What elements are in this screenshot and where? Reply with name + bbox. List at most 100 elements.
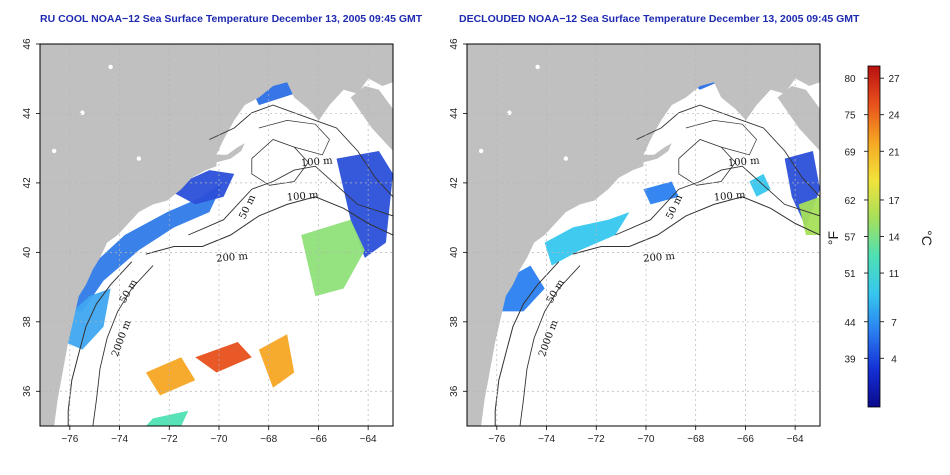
longitude-tick-label: −66 (310, 434, 327, 445)
right-map-title: DECLOUDED NOAA−12 Sea Surface Temperatur… (459, 13, 860, 25)
isobath-contour (615, 165, 820, 236)
fahrenheit-tick-label: 39 (844, 354, 856, 365)
isobath-label: 100 m (301, 155, 334, 169)
fahrenheit-tick-label: 44 (844, 318, 856, 329)
sst-pixel-cluster (64, 288, 111, 350)
land-mass (40, 44, 393, 426)
latitude-tick-label: 46 (22, 38, 33, 50)
sst-pixel-cluster (336, 151, 393, 258)
latitude-tick-label: 44 (449, 107, 460, 119)
isobath-contour (494, 261, 560, 426)
isobath-contour (636, 104, 820, 198)
longitude-tick-label: −70 (638, 434, 655, 445)
longitude-tick-label: −64 (787, 434, 804, 445)
celsius-tick-label: 14 (888, 233, 900, 244)
isobath-label: 100 m (713, 190, 746, 204)
isobath-label: 200 m (216, 251, 249, 265)
lake (478, 148, 484, 154)
lake (136, 156, 142, 161)
longitude-tick-label: −70 (211, 434, 228, 445)
latitude-tick-label: 42 (22, 177, 33, 189)
fahrenheit-tick-label: 62 (844, 196, 856, 207)
lake (535, 64, 540, 70)
longitude-tick-label: −76 (488, 434, 505, 445)
fahrenheit-tick-label: 51 (844, 269, 856, 280)
latitude-tick-label: 44 (22, 107, 33, 119)
longitude-tick-label: −76 (61, 434, 78, 445)
isobath-contour (685, 120, 757, 156)
fahrenheit-tick-label: 80 (844, 74, 856, 85)
sst-pixel-cluster (68, 181, 224, 312)
isobath-contour (572, 196, 820, 255)
celsius-unit-label: °C (919, 230, 935, 246)
longitude-tick-label: −74 (111, 434, 128, 445)
sst-pixel-cluster (749, 173, 771, 197)
latitude-tick-label: 38 (22, 316, 33, 328)
isobath-contour (519, 265, 581, 426)
longitude-tick-label: −66 (737, 434, 754, 445)
longitude-tick-label: −72 (161, 434, 178, 445)
longitude-tick-label: −72 (588, 434, 605, 445)
isobath-contour (188, 165, 393, 236)
isobath-contour (67, 261, 133, 426)
latitude-tick-label: 40 (22, 246, 33, 258)
isobath-contour (145, 196, 393, 255)
sst-pixel-cluster (167, 170, 235, 205)
latitude-tick-label: 42 (449, 177, 460, 189)
sst-pixel-cluster (798, 196, 820, 235)
lake (80, 110, 85, 115)
latitude-tick-label: 36 (22, 385, 33, 397)
nova-scotia-land (350, 86, 393, 151)
latitude-tick-label: 46 (449, 38, 460, 50)
colorbar-bar (867, 65, 881, 408)
cape-cod-land (216, 143, 245, 163)
isobath-contour (678, 139, 736, 186)
celsius-tick-label: 7 (891, 318, 897, 329)
fahrenheit-tick-label: 57 (844, 233, 856, 244)
fahrenheit-unit-label: °F (825, 231, 841, 245)
isobath-label: 100 m (728, 155, 761, 169)
longitude-tick-label: −68 (260, 434, 277, 445)
sst-pixel-cluster (258, 334, 295, 388)
longitude-tick-label: −68 (687, 434, 704, 445)
map-frame (466, 43, 821, 427)
longitude-tick-label: −74 (538, 434, 555, 445)
celsius-tick-label: 27 (888, 74, 900, 85)
latitude-tick-label: 40 (449, 246, 460, 258)
isobath-label: 100 m (286, 190, 319, 204)
celsius-tick-label: 4 (891, 354, 897, 365)
sst-pixel-cluster (145, 357, 196, 396)
sst-pixel-cluster (544, 212, 630, 266)
cape-cod-land (643, 143, 672, 163)
celsius-tick-label: 11 (889, 269, 900, 280)
isobath-label: 200 m (643, 251, 676, 265)
isobath-contour (209, 104, 393, 198)
map-frame (39, 43, 394, 427)
land-mass (467, 44, 820, 426)
latitude-tick-label: 38 (449, 316, 460, 328)
isobath-contour (251, 139, 309, 186)
left-map-title: RU COOL NOAA−12 Sea Surface Temperature … (40, 13, 423, 25)
lake (51, 148, 57, 154)
longitude-tick-label: −64 (360, 434, 377, 445)
lake (563, 156, 569, 161)
fahrenheit-tick-label: 75 (844, 111, 856, 122)
sst-pixel-cluster (301, 219, 365, 297)
fahrenheit-tick-label: 69 (844, 147, 856, 158)
celsius-tick-label: 24 (888, 111, 900, 122)
celsius-tick-label: 21 (888, 147, 900, 158)
lake (108, 64, 113, 70)
lake (507, 110, 512, 115)
sst-pixel-cluster (145, 410, 189, 426)
celsius-tick-label: 17 (888, 196, 900, 207)
isobath-contour (92, 265, 154, 426)
sst-pixel-cluster (195, 342, 252, 373)
isobath-contour (258, 120, 330, 156)
latitude-tick-label: 36 (449, 385, 460, 397)
